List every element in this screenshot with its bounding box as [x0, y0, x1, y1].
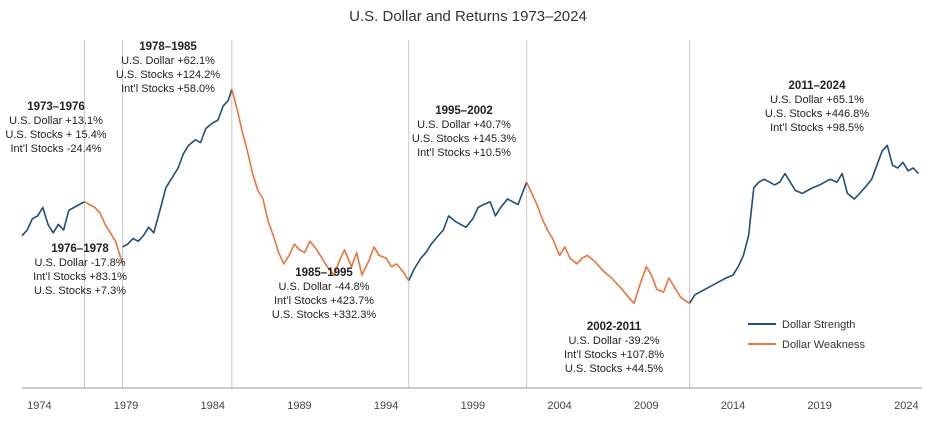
annotation-return-line: U.S. Dollar -44.8% [278, 281, 369, 293]
dollar-strength-line-segment [688, 144, 920, 304]
period-dividers [83, 40, 691, 388]
annotation-return-line: Int’l Stocks +83.1% [33, 271, 127, 283]
legend-label: Dollar Weakness [782, 339, 865, 351]
legend-label: Dollar Strength [782, 319, 855, 331]
x-tick-label: 1974 [27, 400, 51, 412]
annotation-period-label: 1978–1985 [139, 41, 197, 53]
dollar-strength-line-segment [122, 88, 233, 248]
annotation-return-line: U.S. Stocks +124.2% [116, 69, 220, 81]
x-tick-label: 1989 [287, 400, 311, 412]
period-annotation: 1973–1976 U.S. Dollar +13.1% U.S. Stocks +… [5, 101, 106, 155]
annotation-return-line: U.S. Dollar -39.2% [568, 335, 659, 347]
annotation-period-label: 1995–2002 [435, 105, 493, 117]
period-annotation: 1985–1995 U.S. Dollar -44.8% Int’l Stocks … [272, 267, 376, 321]
x-tick-label: 2004 [547, 400, 571, 412]
annotation-return-line: Int’l Stocks -24.4% [10, 143, 101, 155]
annotation-period-label: 1976–1978 [51, 243, 109, 255]
annotation-return-line: Int’l Stocks +107.8% [564, 349, 664, 361]
x-tick-label: 1984 [201, 400, 225, 412]
period-annotation: 2011–2024 U.S. Dollar +65.1% U.S. Stocks +… [765, 80, 869, 134]
period-annotation: 2002-2011 U.S. Dollar -39.2% Int’l Stocks … [564, 321, 664, 375]
dollar-weakness-line-segment [525, 181, 691, 305]
x-axis-ticks: 1974 1979 1984 1989 1994 1999 2004 2009 2014 2019… [27, 400, 919, 412]
chart-title: U.S. Dollar and Returns 1973–2024 [349, 8, 587, 25]
dollar-weakness-line-segment [84, 201, 124, 265]
annotation-period-label: 1973–1976 [27, 101, 85, 113]
x-tick-label: 2024 [894, 400, 918, 412]
annotation-return-line: U.S. Dollar +62.1% [121, 55, 215, 67]
annotation-return-line: U.S. Dollar +65.1% [770, 94, 864, 106]
series-lines [21, 88, 920, 305]
annotation-period-label: 2002-2011 [587, 321, 642, 333]
x-tick-label: 1999 [461, 400, 485, 412]
annotation-return-line: Int’l Stocks +98.5% [770, 122, 864, 134]
annotation-return-line: U.S. Stocks +446.8% [765, 108, 869, 120]
x-tick-label: 2009 [634, 400, 658, 412]
period-annotation: 1976–1978 U.S. Dollar -17.8% Int’l Stocks … [33, 243, 127, 297]
x-tick-label: 2019 [807, 400, 831, 412]
annotation-return-line: Int’l Stocks +58.0% [121, 83, 215, 95]
period-annotation: 1978–1985 U.S. Dollar +62.1% U.S. Stocks +… [116, 41, 220, 95]
x-tick-label: 1979 [114, 400, 138, 412]
dollar-strength-line-segment [21, 201, 85, 237]
legend: Dollar Strength Dollar Weakness [748, 319, 865, 351]
annotation-return-line: U.S. Dollar +40.7% [417, 119, 511, 131]
dollar-weakness-line-segment [231, 88, 410, 282]
period-annotation: 1995–2002 U.S. Dollar +40.7% U.S. Stocks +… [412, 105, 516, 159]
x-tick-label: 2014 [721, 400, 745, 412]
annotation-period-label: 2011–2024 [789, 80, 847, 92]
x-tick-label: 1994 [374, 400, 398, 412]
annotation-return-line: U.S. Stocks +332.3% [272, 309, 376, 321]
annotation-period-label: 1985–1995 [295, 267, 353, 279]
annotation-return-line: Int’l Stocks +423.7% [274, 295, 374, 307]
annotation-return-line: U.S. Stocks +7.3% [34, 285, 126, 297]
period-annotations: 1973–1976 U.S. Dollar +13.1% U.S. Stocks +… [5, 41, 869, 375]
annotation-return-line: Int’l Stocks +10.5% [417, 147, 511, 159]
annotation-return-line: U.S. Stocks + 15.4% [5, 129, 106, 141]
annotation-return-line: U.S. Dollar -17.8% [34, 257, 125, 269]
annotation-return-line: U.S. Dollar +13.1% [9, 115, 103, 127]
dollar-strength-line-segment [407, 181, 528, 282]
annotation-return-line: U.S. Stocks +44.5% [565, 363, 663, 375]
annotation-return-line: U.S. Stocks +145.3% [412, 133, 516, 145]
